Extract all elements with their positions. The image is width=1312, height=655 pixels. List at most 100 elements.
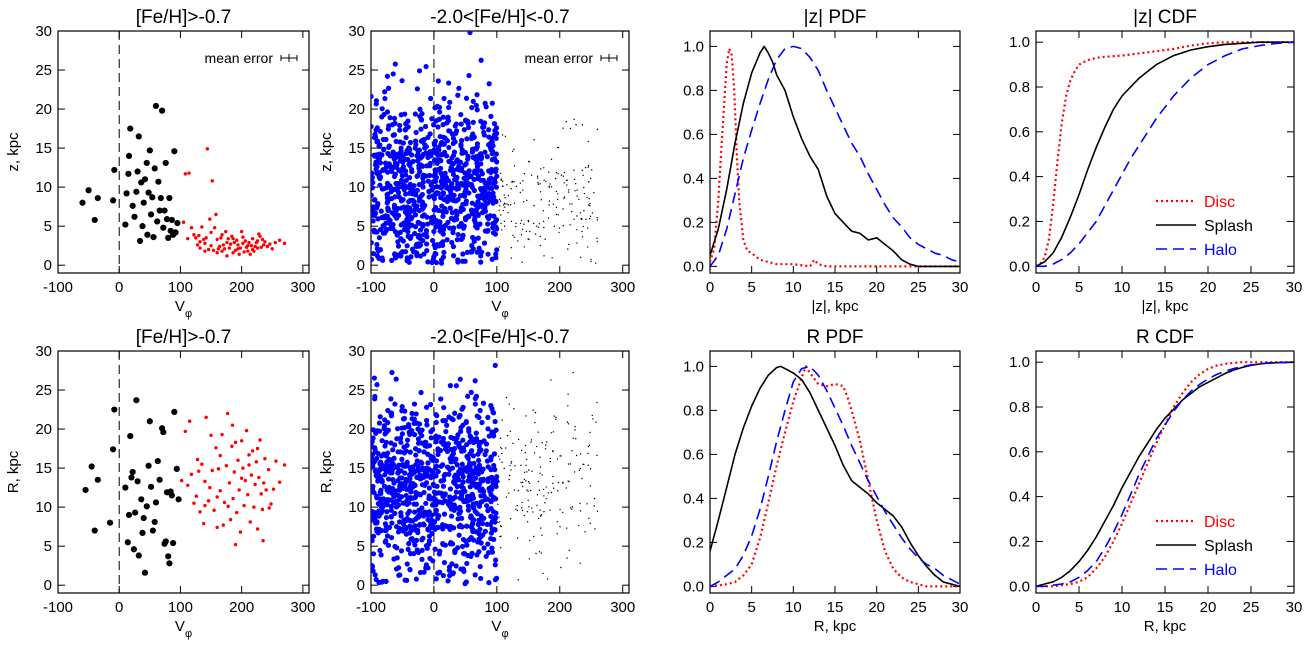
- x-axis-label: Vφ: [175, 298, 192, 320]
- data-point-splash: [523, 514, 526, 517]
- data-point-halo: [398, 548, 405, 554]
- data-point-halo: [425, 451, 431, 457]
- data-point-disc: [241, 241, 245, 246]
- data-point-halo: [484, 503, 490, 509]
- data-point-halo: [412, 207, 418, 213]
- data-point-splash: [596, 240, 599, 243]
- data-point-splash: [589, 431, 591, 434]
- data-point-halo: [473, 465, 479, 471]
- data-point-disc: [203, 241, 207, 246]
- data-point-splash: [552, 450, 554, 453]
- data-point-halo: [416, 421, 423, 427]
- x-tick-label: 15: [1157, 279, 1174, 296]
- data-point-disc: [213, 226, 217, 230]
- data-point-splash: [143, 503, 150, 510]
- data-point-splash: [513, 181, 515, 183]
- data-point-halo: [419, 465, 426, 471]
- data-point-halo: [485, 464, 491, 470]
- data-point-splash: [498, 516, 500, 518]
- data-point-halo: [451, 502, 457, 508]
- data-point-halo: [395, 492, 401, 499]
- y-tick-label: 20: [35, 101, 52, 118]
- data-point-splash: [503, 225, 506, 227]
- data-point-disc: [270, 247, 274, 251]
- data-point-halo: [493, 125, 500, 131]
- y-tick-label: 1.0: [1009, 34, 1030, 51]
- data-point-halo: [472, 475, 479, 481]
- y-tick-label: 5: [357, 218, 365, 235]
- data-point-splash: [595, 262, 597, 264]
- x-axis-label: R, kpc: [814, 618, 857, 635]
- data-point-splash: [503, 467, 505, 470]
- data-point-halo: [395, 181, 401, 187]
- data-point-splash: [540, 168, 542, 170]
- data-point-halo: [478, 156, 485, 162]
- data-point-halo: [476, 245, 482, 251]
- data-point-splash: [536, 225, 538, 227]
- data-point-halo: [472, 378, 478, 384]
- data-point-halo: [429, 220, 436, 226]
- data-point-halo: [404, 437, 411, 443]
- data-point-halo: [474, 92, 480, 98]
- data-point-disc: [179, 478, 184, 483]
- data-point-splash: [511, 181, 513, 184]
- data-point-splash: [509, 430, 512, 433]
- data-point-halo: [395, 470, 401, 476]
- data-point-halo: [378, 527, 385, 534]
- data-point-halo: [381, 167, 387, 173]
- data-point-halo: [449, 239, 455, 246]
- data-point-halo: [490, 190, 496, 196]
- data-point-halo: [408, 216, 414, 222]
- x-tick-label: 5: [1075, 599, 1083, 616]
- data-point-splash: [525, 230, 528, 233]
- data-point-halo: [485, 541, 491, 547]
- data-point-splash: [546, 441, 548, 443]
- data-point-splash: [133, 397, 140, 404]
- data-point-halo: [412, 230, 418, 237]
- data-point-splash: [521, 261, 523, 263]
- data-point-disc: [249, 473, 254, 477]
- data-point-splash: [596, 217, 598, 219]
- data-point-disc: [183, 429, 188, 434]
- data-point-halo: [413, 129, 419, 136]
- data-point-splash: [562, 127, 564, 129]
- data-point-disc: [221, 243, 225, 247]
- data-point-splash: [544, 448, 547, 450]
- data-point-splash: [511, 150, 514, 152]
- data-point-halo: [491, 220, 497, 226]
- data-point-halo: [428, 95, 434, 102]
- data-point-halo: [402, 577, 408, 583]
- data-point-halo: [439, 177, 445, 183]
- data-point-halo: [388, 440, 394, 446]
- plot-area: [710, 365, 960, 588]
- data-point-disc: [250, 449, 255, 453]
- data-point-splash: [85, 187, 92, 194]
- data-point-splash: [134, 478, 141, 485]
- data-point-halo: [417, 476, 423, 482]
- data-point-halo: [488, 403, 494, 409]
- data-point-splash: [562, 224, 565, 227]
- data-point-splash: [498, 480, 500, 483]
- data-point-splash: [519, 191, 522, 194]
- data-point-halo: [489, 429, 495, 435]
- y-tick-label: 30: [348, 343, 365, 360]
- data-point-halo: [456, 532, 462, 538]
- data-point-halo: [413, 411, 419, 417]
- data-point-halo: [471, 238, 477, 245]
- data-point-halo: [447, 99, 453, 105]
- data-point-splash: [540, 514, 542, 516]
- data-point-halo: [383, 439, 389, 445]
- data-point-splash: [557, 193, 559, 195]
- data-point-halo: [492, 179, 498, 185]
- data-point-splash: [526, 510, 529, 513]
- data-point-halo: [457, 208, 464, 215]
- data-point-halo: [393, 498, 399, 504]
- data-point-splash: [571, 450, 573, 452]
- data-point-disc: [220, 233, 224, 237]
- y-tick-label: 30: [35, 23, 52, 40]
- data-point-halo: [371, 533, 377, 539]
- data-point-disc: [219, 236, 223, 240]
- data-point-splash: [545, 486, 547, 488]
- data-point-splash: [533, 535, 535, 538]
- data-point-disc: [260, 237, 265, 242]
